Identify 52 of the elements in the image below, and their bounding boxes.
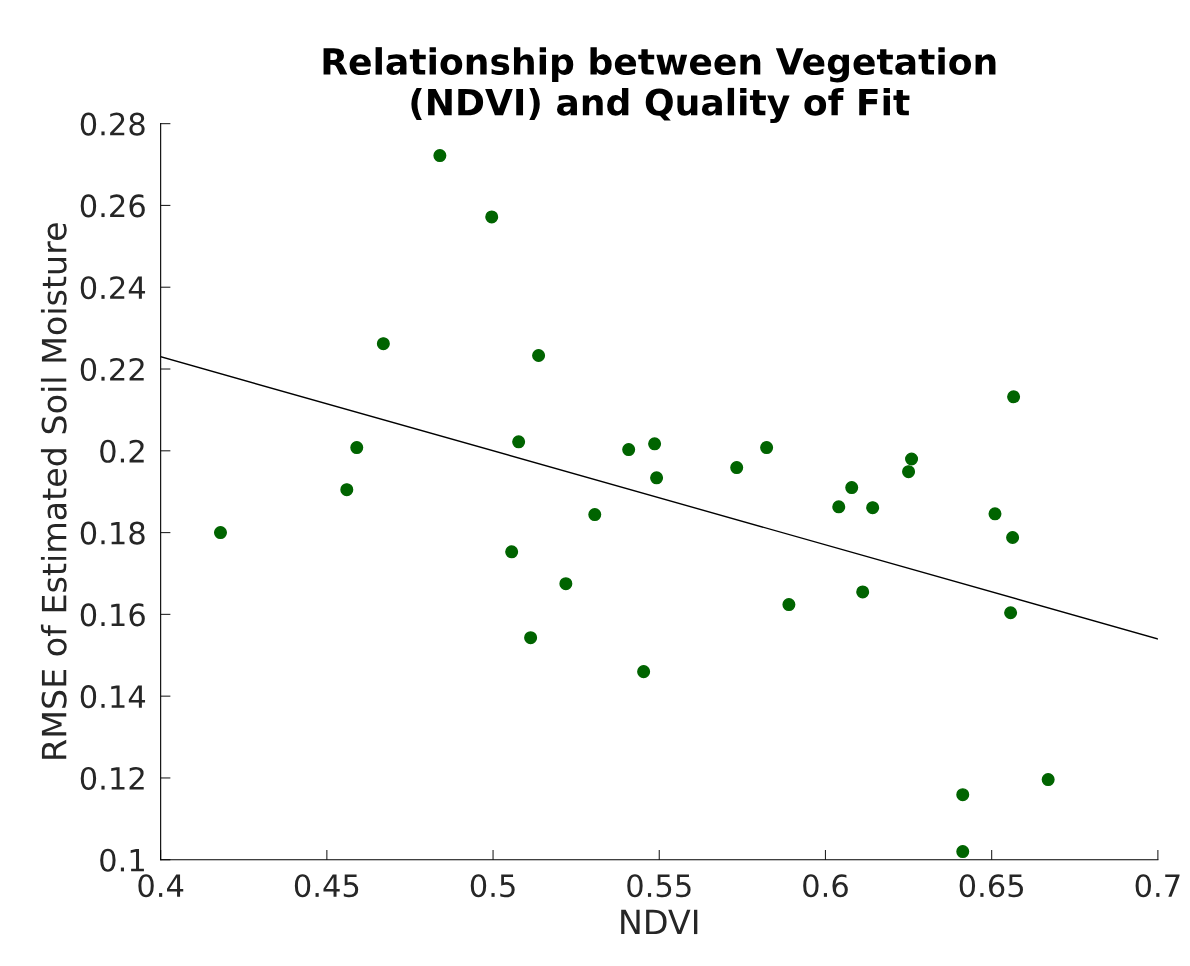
point (856, 585, 870, 599)
y-tick-label: 0.16 (80, 603, 145, 627)
point (532, 349, 546, 363)
y-tick-label: 0.12 (80, 766, 144, 790)
y-tick-label: 0.1 (100, 848, 144, 872)
point (648, 437, 662, 451)
point (485, 210, 499, 224)
point (650, 471, 664, 485)
point (588, 508, 602, 522)
y-tick-label: 0.2 (100, 439, 144, 463)
x-tick-label: 0.55 (627, 874, 691, 898)
x-tick-label: 0.5 (470, 874, 515, 898)
point (559, 577, 573, 591)
point (866, 501, 880, 515)
point (782, 598, 796, 612)
point (512, 435, 526, 449)
point (905, 452, 919, 466)
point (902, 465, 916, 479)
point (845, 481, 859, 495)
point (340, 483, 354, 497)
y-tick-label: 0.26 (80, 194, 145, 218)
point (433, 149, 447, 163)
point (832, 500, 846, 514)
point (637, 665, 651, 679)
point (956, 788, 970, 802)
point (505, 545, 519, 559)
x-tick-label: 0.65 (959, 874, 1024, 898)
x-tick-label: 0.4 (138, 874, 184, 898)
y-axis-title: RMSE of Estimated Soil Moisture (40, 223, 67, 759)
point (1006, 530, 1020, 545)
point (760, 441, 774, 455)
chart-title: Relationship between Vegetation (NDVI) and Quality of Fit (323, 47, 996, 124)
x-tick-label: 0.6 (803, 874, 848, 898)
y-tick-label: 0.18 (80, 521, 145, 545)
point (956, 845, 970, 859)
point (213, 526, 227, 540)
x-axis-title: NDVI (621, 909, 698, 935)
y-tick-label: 0.28 (80, 112, 145, 136)
point (988, 507, 1002, 521)
x-tick-label: 0.7 (1135, 874, 1180, 898)
y-tick-label: 0.22 (80, 357, 144, 382)
point (376, 337, 390, 351)
y-tick-label: 0.24 (80, 276, 146, 300)
point (350, 441, 364, 455)
point (1007, 390, 1021, 404)
y-tick-label: 0.14 (80, 685, 146, 709)
point (524, 631, 538, 645)
point (730, 461, 744, 475)
x-tick-label: 0.45 (294, 874, 359, 898)
point (1004, 606, 1018, 620)
point (622, 443, 636, 457)
point (1041, 773, 1055, 787)
